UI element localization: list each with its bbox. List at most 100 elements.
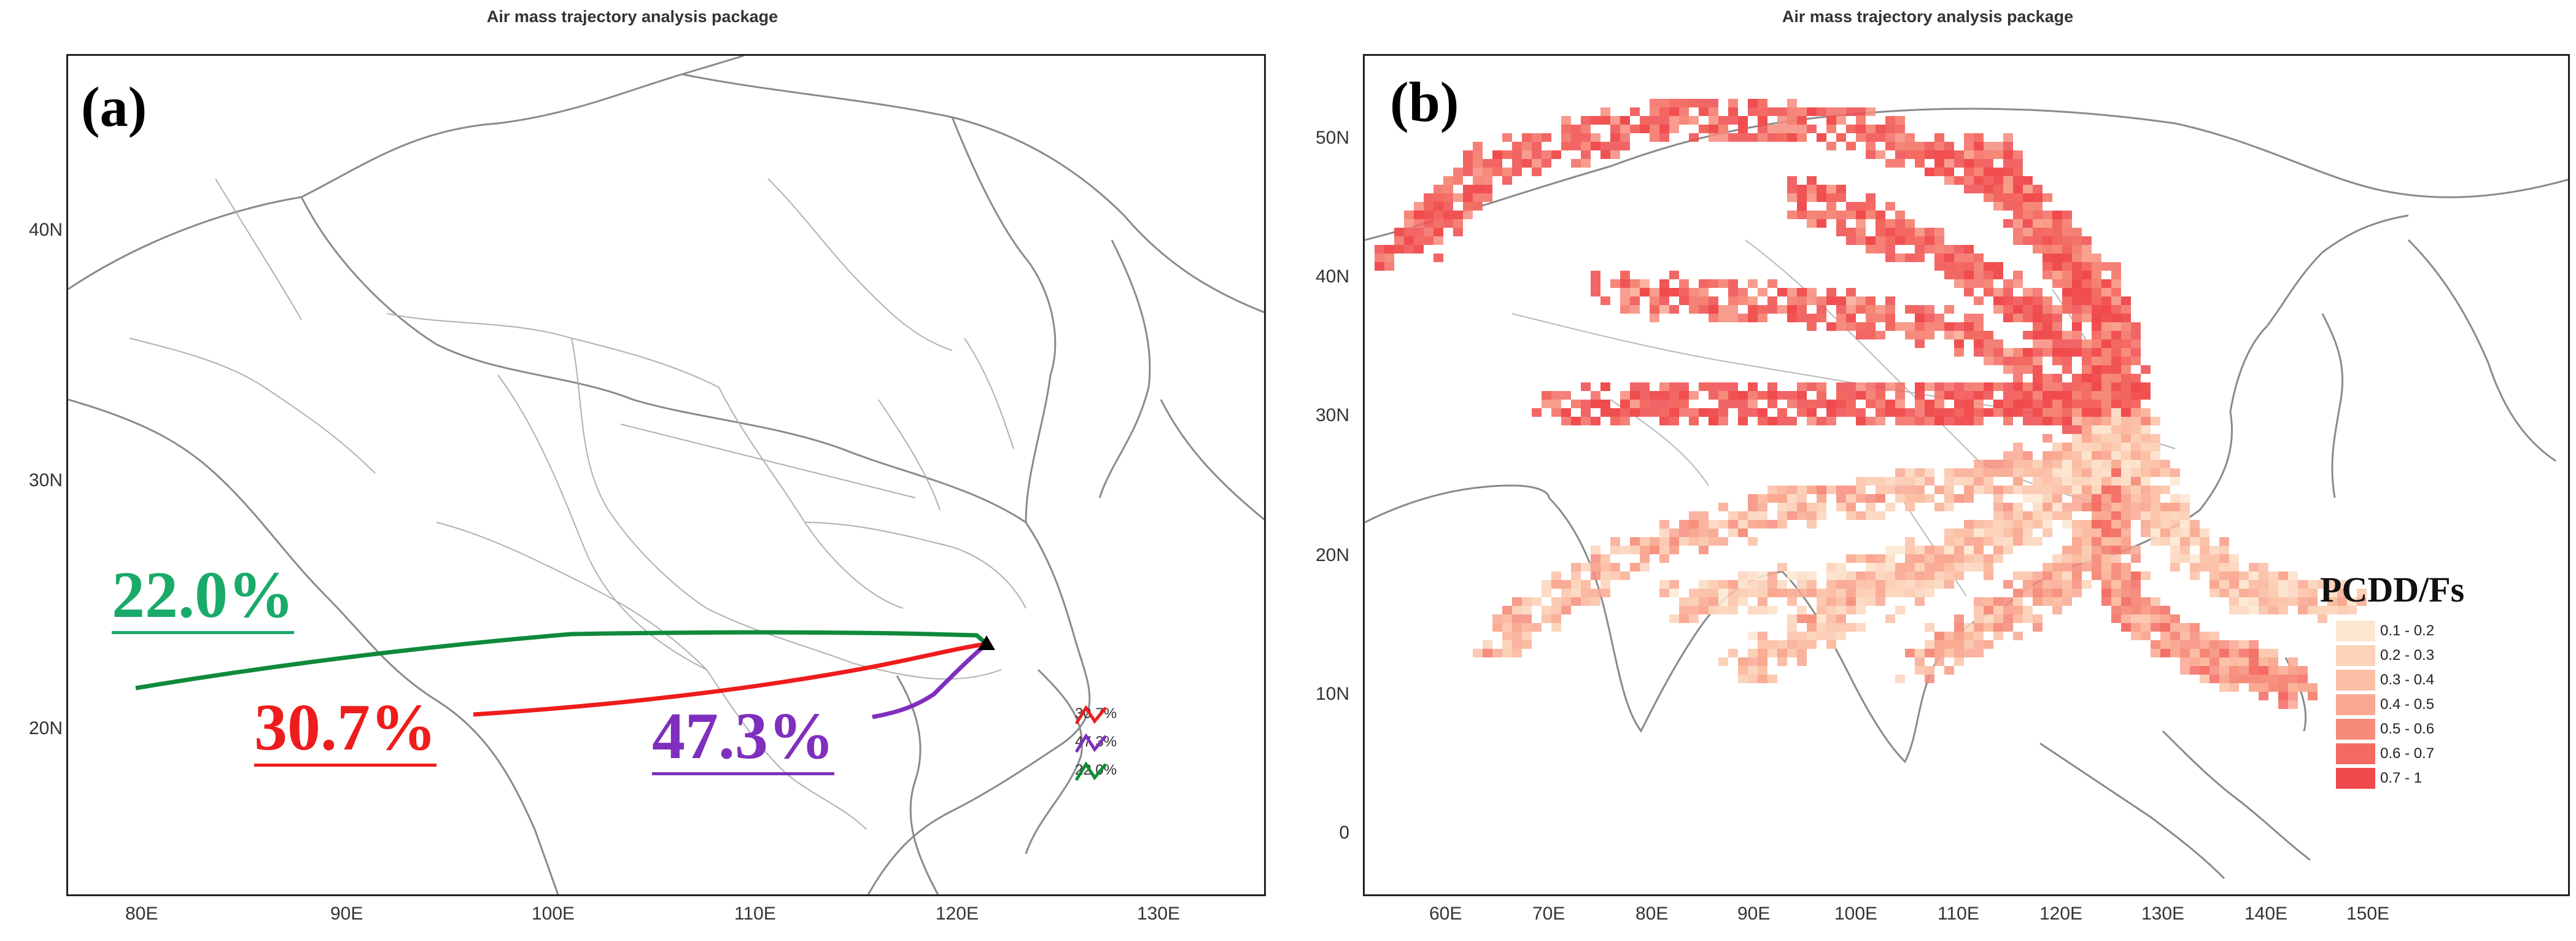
density-cell [1571,142,1581,150]
density-cell [2092,391,2101,400]
density-cell [1993,271,2003,279]
density-cell [2229,554,2239,563]
density-cell [1807,417,1817,425]
density-cell [2023,571,2033,580]
density-cell [1748,391,1758,400]
density-cell [2033,348,2043,357]
density-cell [1846,236,1856,245]
density-cell [1473,142,1483,150]
density-cell [1463,202,1473,211]
density-cell [1620,305,1630,314]
density-cell [2092,305,2101,314]
density-cell [1718,305,1728,314]
density-cell [2259,683,2268,692]
density-cell [2072,503,2082,511]
density-cell [2121,443,2131,451]
density-cell [1542,589,1551,597]
density-cell [2082,563,2092,571]
density-cell [2072,279,2082,288]
density-cell [1473,150,1483,159]
density-cell [2033,288,2043,296]
density-cell [2347,597,2357,606]
density-cell [1944,408,1954,417]
density-cell [2052,236,2062,245]
density-cell [1591,116,1600,125]
density-cell [2003,597,2013,606]
x-tick: 110E [734,904,776,924]
density-cell [1964,408,1974,417]
density-cell [2209,640,2219,649]
density-cell [2033,520,2043,529]
density-cell [1905,236,1915,245]
density-cell [2209,554,2219,563]
density-cell [2003,486,2013,494]
density-cell [2043,271,2052,279]
density-cell [1895,125,1905,133]
density-cell [1443,211,1453,219]
density-cell [1866,571,1876,580]
density-cell [2062,486,2072,494]
density-cell [1502,133,1512,142]
legend-swatch [2336,621,2375,641]
density-cell [2043,262,2052,271]
density-cell [2249,657,2259,666]
density-cell [1836,606,1846,614]
density-cell [1885,125,1895,133]
density-cell [2160,468,2170,477]
density-cell [2308,580,2318,589]
density-cell [1394,236,1404,245]
density-cell [1561,116,1571,125]
density-cell [1473,185,1483,193]
density-cell [2033,245,2043,254]
density-cell [2111,331,2121,339]
density-cell [2023,219,2033,228]
density-cell [1856,305,1866,314]
density-cell [1492,649,1502,657]
density-cell [1993,185,2003,193]
density-cell [1758,675,1767,683]
density-cell [1709,529,1718,537]
density-cell [1895,116,1905,125]
density-cell [1944,494,1954,503]
density-cell [2111,365,2121,374]
density-cell [2043,408,2052,417]
density-cell [2003,219,2013,228]
density-cell [2131,374,2141,382]
density-cell [1738,657,1748,666]
density-cell [1669,271,1679,279]
density-cell [1669,116,1679,125]
density-cell [1974,176,1984,185]
density-cell [2023,529,2033,537]
density-cell [1944,529,1954,537]
density-cell [2239,675,2249,683]
density-cell [2092,511,2101,520]
density-cell [2101,580,2111,589]
density-cell [1679,597,1689,606]
density-cell [2003,511,2013,520]
density-cell [1925,494,1934,503]
density-cell [2033,614,2043,623]
density-cell [2209,657,2219,666]
density-cell [2013,503,2023,511]
density-cell [1836,296,1846,305]
density-cell [1964,322,1974,331]
density-cell [1630,400,1640,408]
density-cell [2033,511,2043,520]
density-cell [2052,606,2062,614]
density-cell [2131,391,2141,400]
density-cell [1492,150,1502,159]
density-cell [2082,365,2092,374]
density-cell [1758,503,1767,511]
density-cell [1876,314,1885,322]
density-cell [2141,486,2151,494]
density-cell [1856,228,1866,236]
density-cell [1915,571,1925,580]
density-cell [2062,228,2072,236]
density-cell [2141,494,2151,503]
density-cell [1934,417,1944,425]
density-cell [2249,571,2259,580]
density-cell [1856,211,1866,219]
density-cell [1856,107,1866,116]
density-cell [2170,554,2180,563]
density-cell [1974,563,1984,571]
